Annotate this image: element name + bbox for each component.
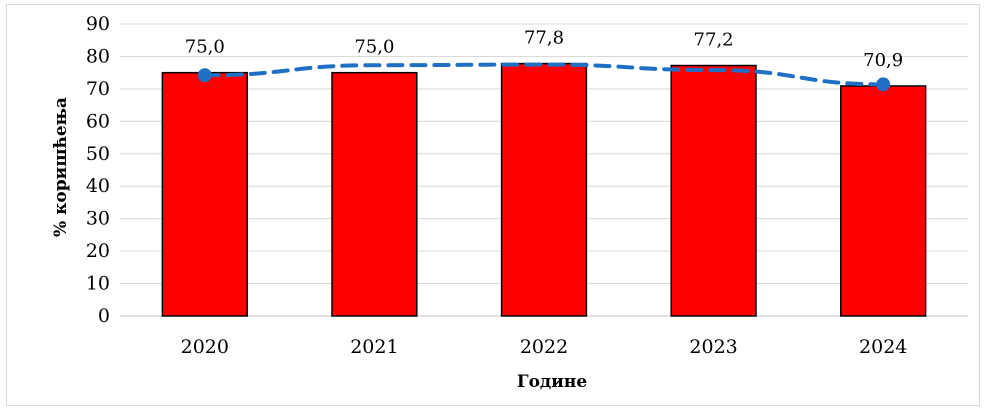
x-tick-label: 2020 bbox=[181, 336, 229, 358]
y-tick-label: 30 bbox=[86, 208, 110, 230]
bar-2020 bbox=[161, 71, 248, 317]
y-tick-label: 10 bbox=[86, 273, 110, 295]
data-label: 75,0 bbox=[354, 37, 394, 58]
x-tick-labels: 2020 2021 2022 2023 2024 bbox=[181, 336, 908, 358]
y-tick-labels: 0 10 20 30 40 50 60 70 80 90 bbox=[86, 13, 110, 327]
y-tick-label: 50 bbox=[86, 143, 110, 165]
y-tick-label: 70 bbox=[86, 78, 110, 100]
y-tick-label: 0 bbox=[98, 305, 110, 327]
data-label: 70,9 bbox=[863, 50, 903, 71]
y-tick-label: 40 bbox=[86, 175, 110, 197]
y-tick-label: 60 bbox=[86, 110, 110, 132]
bars bbox=[161, 62, 927, 317]
trendline bbox=[197, 62, 891, 92]
y-axis-title: % коришћења bbox=[51, 97, 71, 237]
x-axis-title: Године bbox=[517, 372, 587, 392]
x-tick-label: 2022 bbox=[520, 336, 568, 358]
y-tick-label: 90 bbox=[86, 13, 110, 35]
gridlines bbox=[120, 23, 968, 317]
bar-2024 bbox=[840, 85, 927, 317]
x-tick-label: 2024 bbox=[859, 336, 907, 358]
data-label: 75,0 bbox=[185, 37, 225, 58]
y-tick-label: 20 bbox=[86, 240, 110, 262]
data-label: 77,2 bbox=[694, 30, 734, 51]
trendline-marker bbox=[876, 77, 891, 92]
x-tick-label: 2023 bbox=[689, 336, 737, 358]
y-tick-label: 80 bbox=[86, 45, 110, 67]
bar-2021 bbox=[331, 71, 418, 317]
bar-2022 bbox=[500, 62, 588, 317]
data-labels: 75,0 75,0 77,8 77,2 70,9 bbox=[185, 28, 903, 71]
data-label: 77,8 bbox=[524, 28, 564, 49]
bar-2023 bbox=[670, 64, 757, 317]
trendline-marker bbox=[197, 68, 212, 83]
x-tick-label: 2021 bbox=[350, 336, 398, 358]
